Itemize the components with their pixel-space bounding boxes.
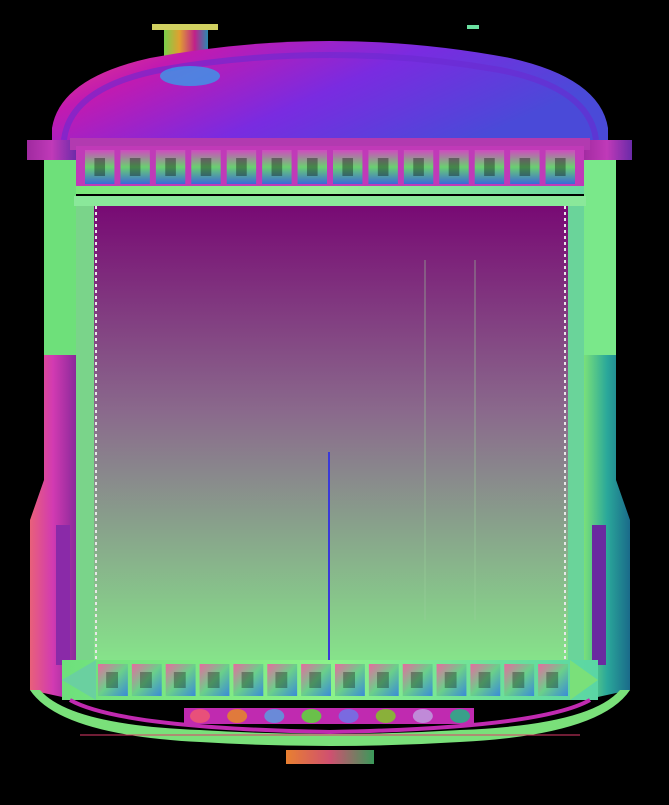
- upper-tray-slot: [85, 150, 115, 184]
- upper-tray-slot: [545, 150, 575, 184]
- upper-tray-band: [76, 146, 584, 190]
- bottom-tray-slot: [402, 664, 433, 696]
- bottom-tray-slot: [267, 664, 298, 696]
- bottom-tray-slot-window: [512, 672, 525, 688]
- left-flange: [27, 140, 77, 160]
- upper-tray-slot: [333, 150, 363, 184]
- bottom-port: [190, 709, 210, 723]
- bottom-tray-slot: [98, 664, 128, 696]
- bottom-outlet-nozzle: [286, 750, 374, 764]
- bottom-port: [264, 709, 285, 723]
- bottom-tray-slot-window: [546, 672, 559, 688]
- interior-left-liner: [76, 206, 94, 666]
- upper-tray-slot: [368, 150, 398, 184]
- bottom-tray-slot: [436, 664, 467, 696]
- bottom-port: [227, 709, 248, 723]
- vessel-interior: [94, 206, 568, 666]
- dome-highlight: [160, 66, 220, 86]
- dome-inner-band: [61, 52, 599, 141]
- upper-tray-slot-window: [554, 158, 566, 176]
- lower-dish-head: [30, 690, 630, 746]
- bottom-tray-slot-window: [444, 672, 457, 688]
- upper-support-plate: [74, 196, 586, 206]
- bottom-tray-right-bevel: [570, 660, 598, 700]
- upper-tray-slot-window: [484, 158, 495, 176]
- bottom-port: [375, 709, 396, 723]
- lower-dish-inner: [69, 698, 591, 735]
- upper-tray-slot: [474, 150, 505, 184]
- bottom-tray-slot: [131, 664, 162, 696]
- bottom-tray-slot: [165, 664, 196, 696]
- bottom-tray-slot: [233, 664, 264, 696]
- upper-tray-slot-window: [377, 158, 389, 176]
- shell-left-upper-green: [44, 160, 76, 355]
- shell-left-lower-band: [56, 525, 70, 665]
- shell-right-lower-band: [592, 525, 606, 665]
- bottom-port: [301, 709, 322, 723]
- upper-tray-slot-window: [448, 158, 460, 176]
- upper-tray-slot-window: [271, 158, 283, 176]
- upper-tray-slot: [439, 150, 469, 184]
- upper-tray-slot-window: [94, 158, 106, 176]
- upper-tray-slot-window: [236, 158, 247, 176]
- upper-tray-slot: [155, 150, 186, 184]
- top-right-marker: [467, 25, 479, 29]
- right-flange: [582, 140, 632, 160]
- bottom-tray-slot-window: [275, 672, 288, 688]
- bottom-tray-slot: [301, 664, 331, 696]
- upper-tray-slot: [191, 150, 221, 184]
- upper-tray-slot-window: [413, 158, 424, 176]
- bottom-tray-slot-window: [241, 672, 254, 688]
- bottom-tray-slot-window: [207, 672, 220, 688]
- upper-tray-slot: [120, 150, 150, 184]
- upper-tray-slot-window: [165, 158, 176, 176]
- bottom-tray-slot: [335, 664, 365, 696]
- bottom-tray-slot-window: [478, 672, 491, 688]
- upper-tray-slot-window: [306, 158, 318, 176]
- bottom-port: [412, 709, 433, 723]
- shell-right-upper-green: [584, 160, 616, 355]
- bottom-tray-slot-window: [343, 672, 356, 688]
- upper-tray-slot-window: [519, 158, 531, 176]
- upper-tray-slot-window: [200, 158, 212, 176]
- upper-tray-slot: [510, 150, 540, 184]
- upper-tray-slot-window: [342, 158, 354, 176]
- bottom-tray-slot: [504, 664, 535, 696]
- bottom-tray-slot: [199, 664, 230, 696]
- upper-tray-slot: [262, 150, 292, 184]
- upper-tray-slot: [226, 150, 257, 184]
- interior-right-liner: [568, 206, 584, 666]
- upper-tray-slot: [403, 150, 434, 184]
- bottom-tray-slots: [62, 660, 598, 700]
- bottom-tray-slot-window: [377, 672, 389, 688]
- upper-tray-lower-rail: [76, 186, 584, 194]
- bottom-port-strip: [184, 708, 474, 724]
- bottom-tray-slot: [368, 664, 399, 696]
- bottom-tray-slot-window: [410, 672, 423, 688]
- bottom-ports: [190, 709, 470, 723]
- upper-tray-slots: [85, 150, 575, 184]
- bottom-tray-left-bevel: [62, 660, 96, 700]
- bottom-tray-slot-window: [106, 672, 119, 688]
- bottom-port: [450, 709, 470, 723]
- bottom-tray-slot-window: [173, 672, 186, 688]
- bottom-tray-slot: [538, 664, 568, 696]
- bottom-tray-slot-window: [140, 672, 152, 688]
- bottom-tray-slot-window: [309, 672, 322, 688]
- upper-tray-slot-window: [129, 158, 141, 176]
- upper-tray-slot: [297, 150, 327, 184]
- bottom-port: [338, 709, 359, 723]
- bottom-tray-slot: [470, 664, 501, 696]
